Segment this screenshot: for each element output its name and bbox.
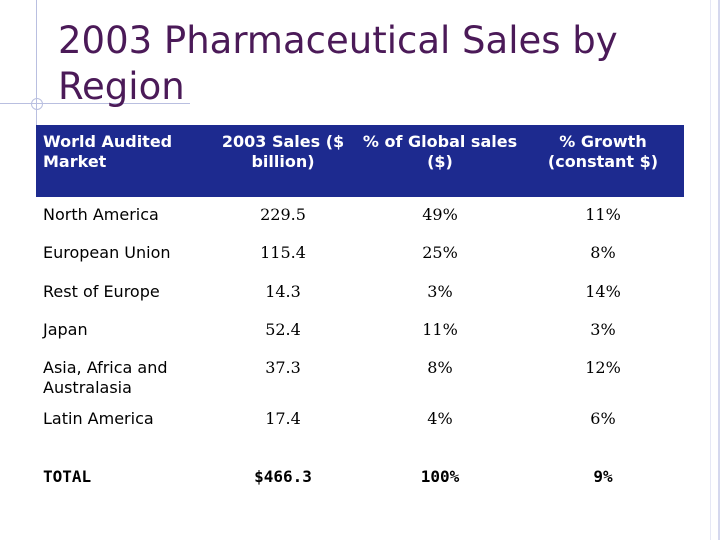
region-name: Rest of Europe (43, 282, 160, 301)
header-global-share: % of Global sales ($) (362, 132, 518, 171)
region-name: North America (43, 205, 159, 224)
table-row: Japan 52.4 11% 3% (36, 311, 684, 349)
growth-value: 3% (590, 320, 616, 339)
sales-table: World Audited Market 2003 Sales ($ billi… (36, 125, 684, 507)
header-sales: 2003 Sales ($ billion) (221, 132, 345, 171)
growth-value: 12% (585, 358, 621, 377)
total-growth: 9% (593, 467, 613, 486)
region-name: Latin America (43, 409, 154, 428)
header-growth: % Growth (constant $) (547, 132, 659, 171)
global-share-value: 4% (427, 409, 453, 428)
decorative-right-border-inner (710, 0, 711, 540)
decorative-vertical-line (36, 0, 37, 150)
table-row: North America 229.5 49% 11% (36, 197, 684, 235)
table-total-row: TOTAL $466.3 100% 9% (36, 467, 684, 507)
sales-value: 37.3 (265, 358, 301, 377)
header-market: World Audited Market (43, 132, 173, 171)
table-row: Rest of Europe 14.3 3% 14% (36, 273, 684, 311)
region-name: European Union (43, 243, 171, 262)
table-row: Latin America 17.4 4% 6% (36, 409, 684, 467)
region-name: Asia, Africa and Australasia (43, 358, 168, 397)
sales-value: 17.4 (265, 409, 301, 428)
global-share-value: 49% (422, 205, 458, 224)
growth-value: 14% (585, 282, 621, 301)
decorative-circle-icon (31, 98, 43, 110)
sales-value: 52.4 (265, 320, 301, 339)
table-row: European Union 115.4 25% 8% (36, 235, 684, 273)
total-global-share: 100% (420, 467, 460, 486)
total-label: TOTAL (43, 467, 92, 486)
sales-value: 115.4 (260, 243, 306, 262)
decorative-horizontal-line (0, 103, 190, 104)
slide-title: 2003 Pharmaceutical Sales by Region (58, 19, 618, 108)
table-row: Asia, Africa and Australasia 37.3 8% 12% (36, 349, 684, 409)
growth-value: 6% (590, 409, 616, 428)
sales-value: 14.3 (265, 282, 301, 301)
global-share-value: 11% (422, 320, 458, 339)
table-header-row: World Audited Market 2003 Sales ($ billi… (36, 125, 684, 197)
decorative-right-border (718, 0, 720, 540)
global-share-value: 3% (427, 282, 453, 301)
total-sales: $466.3 (254, 467, 312, 486)
growth-value: 11% (585, 205, 621, 224)
growth-value: 8% (590, 243, 616, 262)
global-share-value: 8% (427, 358, 453, 377)
sales-value: 229.5 (260, 205, 306, 224)
global-share-value: 25% (422, 243, 458, 262)
region-name: Japan (43, 320, 88, 339)
